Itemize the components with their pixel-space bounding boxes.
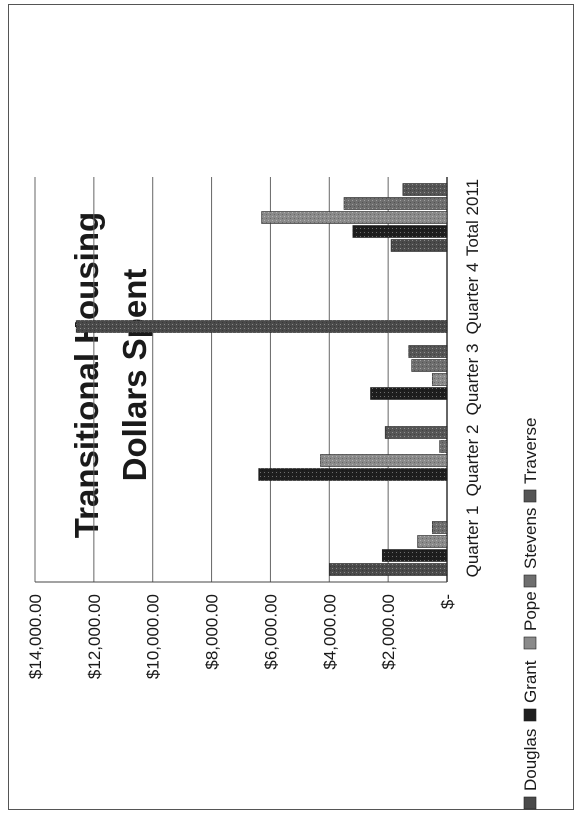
bar-texture bbox=[261, 211, 447, 224]
legend-label-grant: Grant bbox=[521, 660, 540, 703]
legend-swatch-traverse bbox=[523, 489, 537, 503]
legend-label-douglas: Douglas bbox=[521, 729, 540, 791]
legend-label-stevens: Stevens bbox=[521, 508, 540, 569]
bar-texture bbox=[320, 454, 448, 467]
chart-title-line: Transitional Housing bbox=[68, 212, 105, 538]
bar-texture bbox=[329, 563, 447, 576]
chart-title: Transitional Housing Dollars Spent bbox=[68, 212, 153, 538]
x-category-label: Quarter 4 bbox=[463, 263, 482, 335]
bar-texture bbox=[76, 320, 447, 333]
y-axis-tick-labels: $- $2,000.00 $4,000.00 $6,000.00 $8,000.00 $1… bbox=[26, 594, 457, 679]
rotated-chart-group: Transitional Housing Dollars Spent $- $2,0… bbox=[26, 177, 540, 810]
bar-texture bbox=[439, 440, 447, 453]
bar-texture bbox=[370, 387, 447, 400]
bar-texture bbox=[402, 183, 448, 196]
x-category-label: Quarter 2 bbox=[463, 425, 482, 497]
y-tick-label: $12,000.00 bbox=[85, 594, 104, 679]
legend-swatch-pope bbox=[523, 636, 537, 650]
bar-texture bbox=[417, 535, 448, 548]
x-category-label: Quarter 1 bbox=[463, 506, 482, 578]
bar-texture bbox=[385, 426, 448, 439]
bar-texture bbox=[411, 359, 447, 372]
x-category-label: Total 2011 bbox=[463, 179, 482, 256]
bar-texture bbox=[391, 239, 448, 252]
bars bbox=[75, 183, 448, 576]
legend-label-traverse: Traverse bbox=[521, 418, 540, 484]
bar-texture bbox=[432, 373, 447, 386]
page-border bbox=[8, 4, 574, 810]
chart-title-line: Dollars Spent bbox=[116, 269, 153, 482]
legend: Douglas Grant Pope Stevens Traverse bbox=[521, 418, 540, 810]
bar-texture bbox=[432, 521, 447, 534]
y-tick-label: $10,000.00 bbox=[144, 594, 163, 679]
y-tick-label: $14,000.00 bbox=[26, 594, 45, 679]
y-tick-label: $2,000.00 bbox=[379, 594, 398, 670]
legend-swatch-douglas bbox=[523, 796, 537, 810]
y-tick-label: $- bbox=[438, 594, 457, 609]
legend-swatch-grant bbox=[523, 708, 537, 722]
bar-texture bbox=[344, 197, 447, 210]
bar-texture bbox=[258, 468, 447, 481]
legend-swatch-stevens bbox=[523, 574, 537, 588]
x-axis-category-labels: Quarter 1 Quarter 2 Quarter 3 Quarter 4 Tota… bbox=[463, 179, 482, 578]
legend-label-pope: Pope bbox=[521, 591, 540, 631]
bar-texture bbox=[408, 345, 447, 358]
y-tick-label: $6,000.00 bbox=[261, 594, 280, 670]
y-tick-label: $8,000.00 bbox=[203, 594, 222, 670]
x-category-label: Quarter 3 bbox=[463, 344, 482, 416]
bar-texture bbox=[382, 549, 447, 562]
bar-texture bbox=[352, 225, 448, 238]
y-tick-label: $4,000.00 bbox=[320, 594, 339, 670]
